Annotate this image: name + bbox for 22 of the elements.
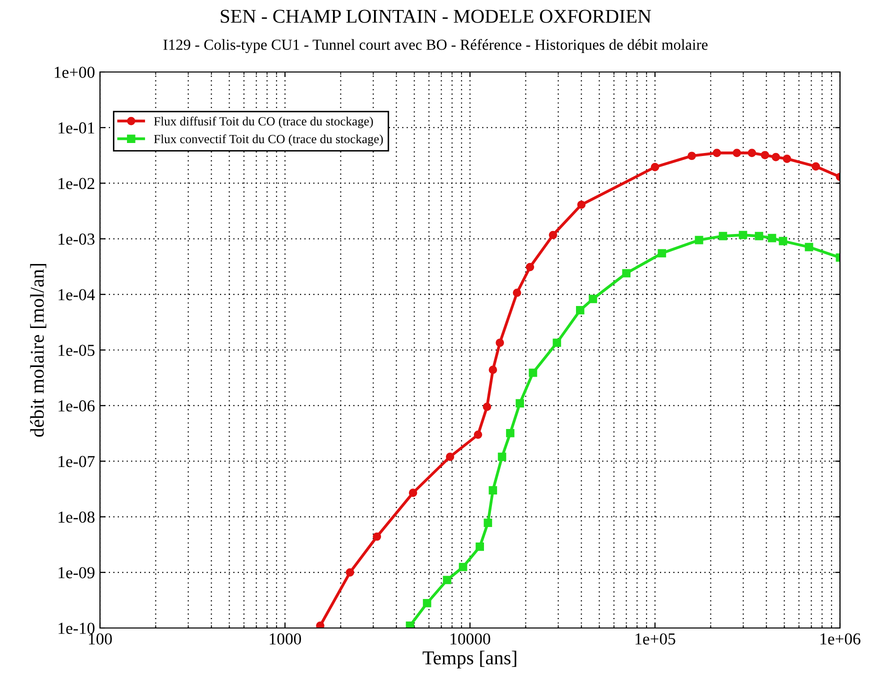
x-tick-label: 100 — [88, 633, 112, 645]
y-tick-label: 1e-09 — [58, 567, 94, 578]
y-tick-label: 1e-01 — [58, 122, 94, 134]
chart-title: SEN - CHAMP LOINTAIN - MODELE OXFORDIEN — [220, 10, 652, 23]
chart-subtitle: I129 - Colis-type CU1 - Tunnel court avec BO - Référence - Historiques de débit molaire — [163, 38, 708, 54]
y-tick-label: 1e-02 — [58, 178, 94, 190]
y-tick-label: 1e-05 — [58, 344, 94, 356]
x-tick-label: 1e+06 — [820, 633, 860, 645]
x-tick-label: 10000 — [450, 633, 490, 645]
legend-label: Flux convectif Toit du CO (trace du stockage) — [154, 134, 383, 146]
x-tick-label: 1e+05 — [636, 633, 676, 645]
y-tick-label: 1e-03 — [58, 234, 94, 245]
x-axis-title: Temps [ans] — [422, 650, 516, 668]
y-tick-label: 1e-10 — [58, 622, 95, 634]
y-tick-label: 1e-06 — [58, 400, 95, 412]
y-tick-label: 1e-04 — [58, 289, 95, 300]
legend-label: Flux diffusif Toit du CO (trace du stockage) — [154, 116, 373, 128]
x-tick-label: 1000 — [270, 633, 302, 645]
y-tick-label: 1e+00 — [54, 66, 95, 78]
y-tick-label: 1e-08 — [58, 512, 95, 523]
y-tick-label: 1e-07 — [58, 456, 95, 468]
y-axis-title: débit molaire [mol/an] — [30, 264, 46, 437]
